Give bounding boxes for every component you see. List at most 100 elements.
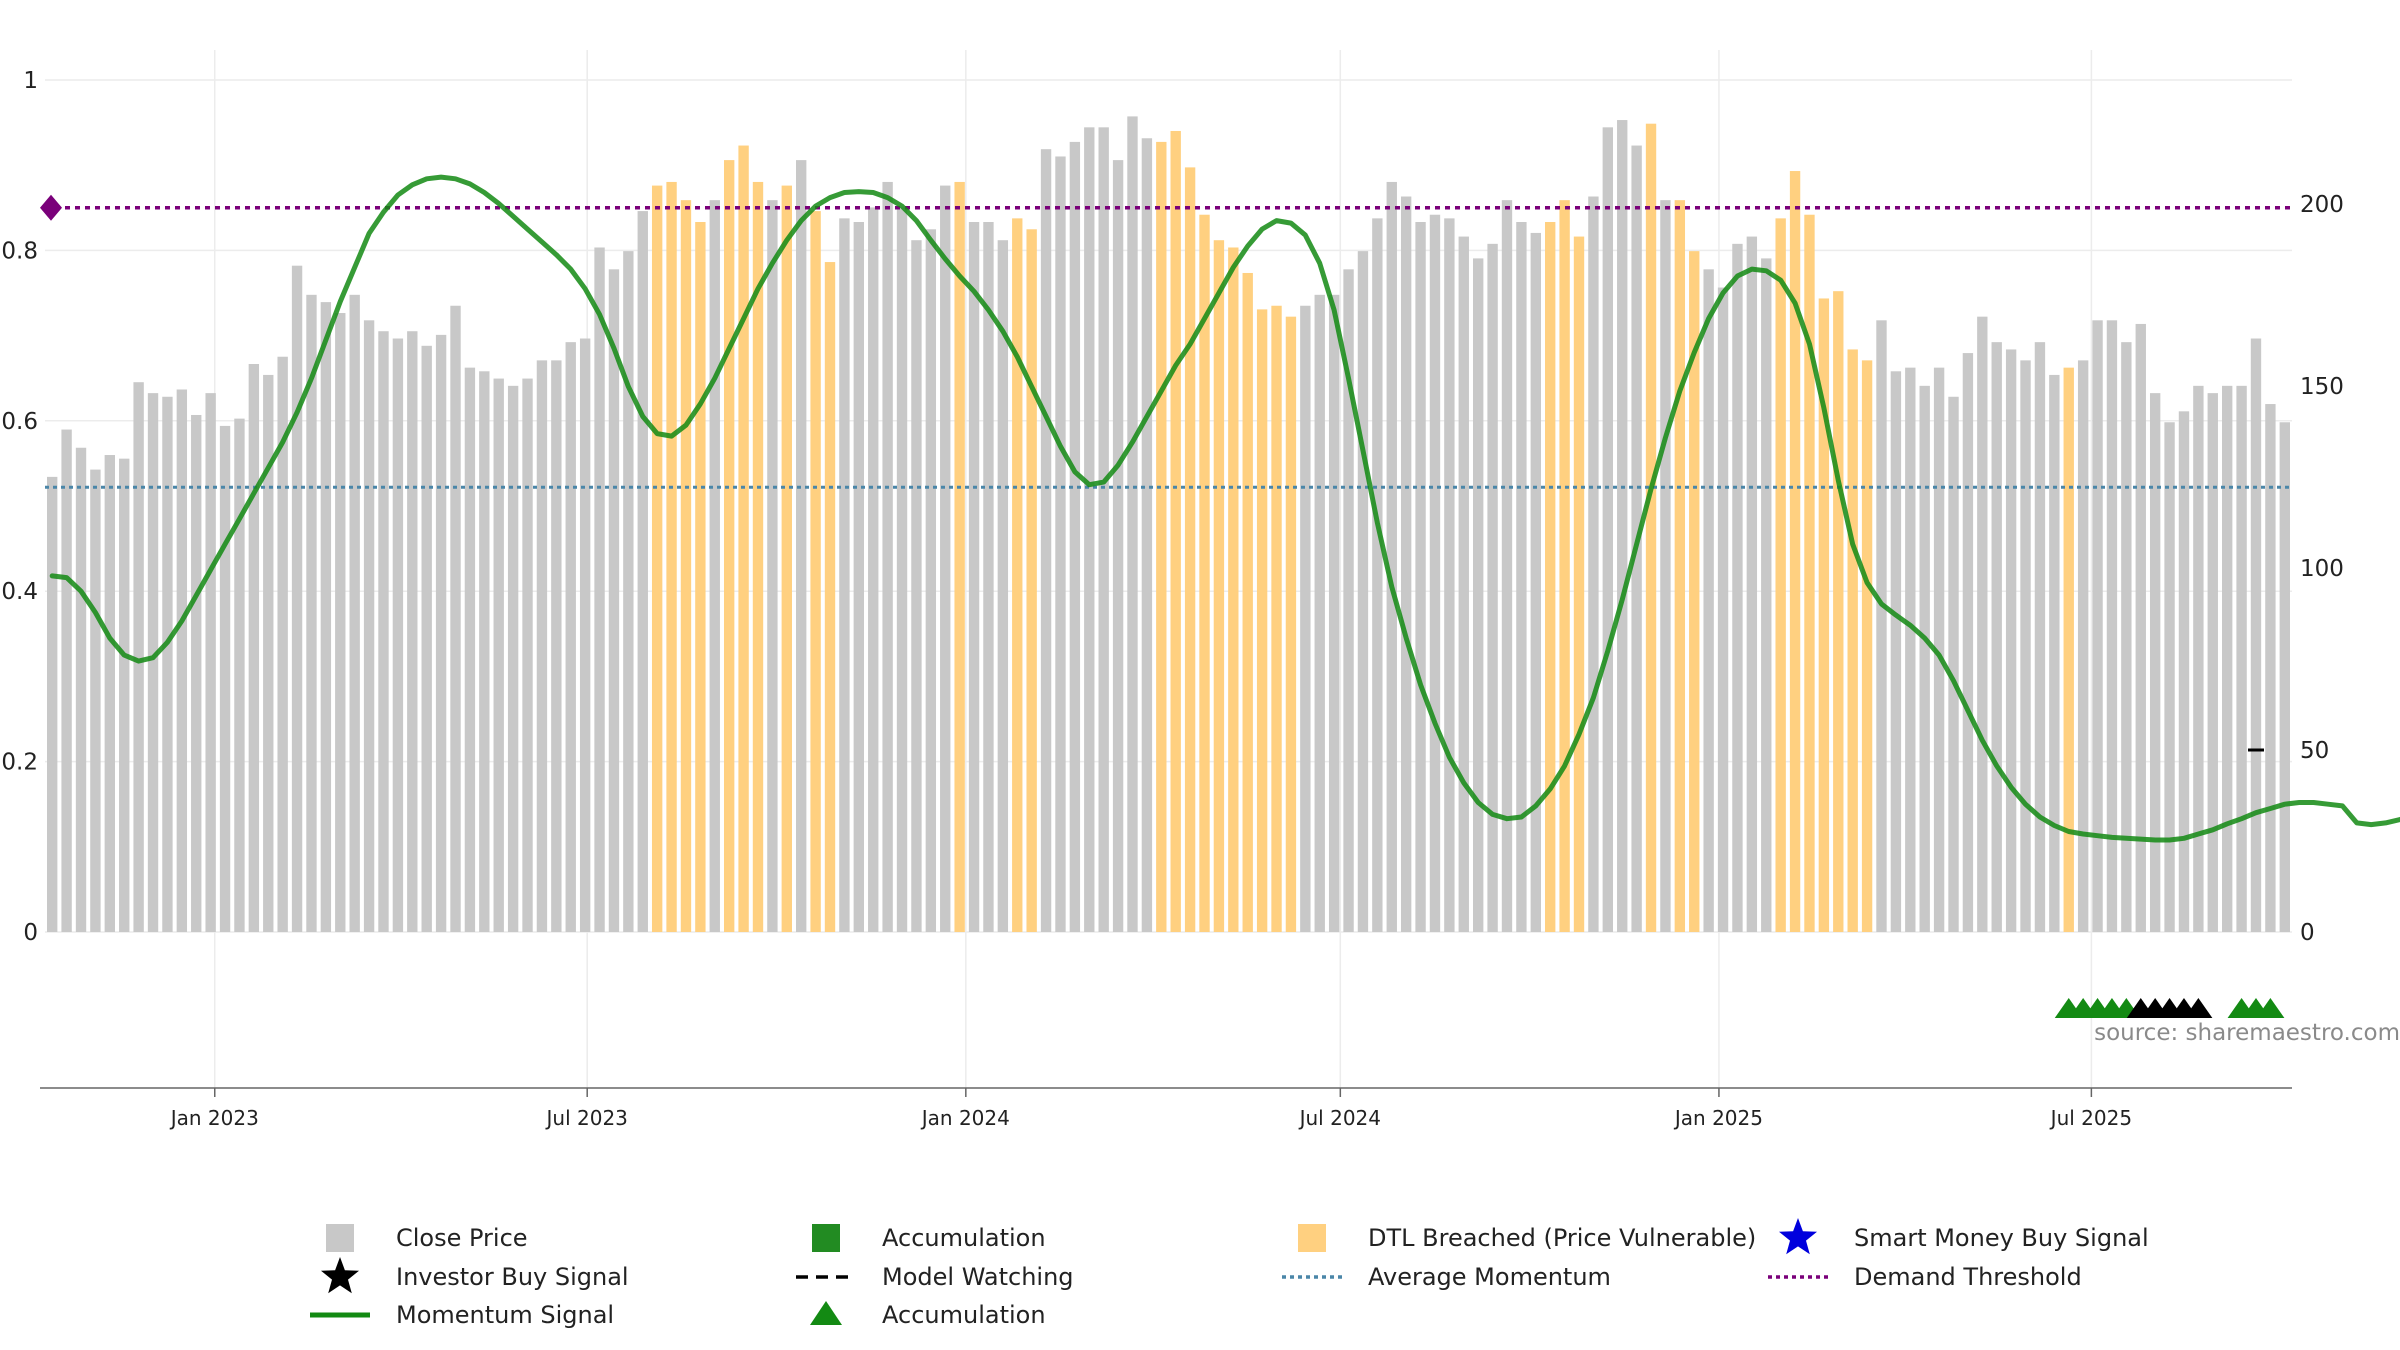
close-price-bar xyxy=(2020,360,2031,932)
close-price-bar xyxy=(1141,138,1153,932)
close-price-bar xyxy=(1127,116,1138,932)
grid-lines xyxy=(45,50,2292,1088)
close-price-bar xyxy=(2236,385,2247,932)
close-price-bar xyxy=(1213,240,1225,932)
legend-square-icon xyxy=(326,1224,354,1252)
close-price-bar xyxy=(450,305,461,932)
close-price-bar xyxy=(1761,258,1772,932)
left-tick-label: 1 xyxy=(23,68,38,94)
right-tick-label: 0 xyxy=(2300,920,2315,946)
legend-label: Smart Money Buy Signal xyxy=(1854,1224,2149,1252)
close-price-bar xyxy=(1487,243,1498,932)
legend-square-icon xyxy=(1298,1224,1326,1252)
x-tick-label: Jul 2024 xyxy=(1298,1106,1381,1130)
close-price-bar xyxy=(1271,305,1282,932)
close-price-bar xyxy=(940,185,951,933)
close-price-bar xyxy=(839,218,850,932)
close-price-bar xyxy=(1300,305,1311,932)
close-price-bar xyxy=(378,331,389,932)
close-price-bar xyxy=(565,342,576,933)
x-tick-label: Jul 2025 xyxy=(2049,1106,2132,1130)
close-price-bar xyxy=(1084,127,1095,933)
close-price-bar xyxy=(1602,127,1614,933)
close-price-bar xyxy=(608,269,620,932)
close-price-bar xyxy=(1040,149,1052,932)
x-tick-label: Jan 2024 xyxy=(920,1106,1010,1130)
close-price-bar xyxy=(363,320,375,932)
left-tick-label: 0.2 xyxy=(1,750,38,776)
close-price-bar xyxy=(738,145,749,933)
close-price-bar xyxy=(1055,156,1066,932)
close-price-bar xyxy=(291,265,303,932)
close-price-bar xyxy=(1804,214,1815,932)
close-price-bar xyxy=(61,429,72,932)
close-price-bar xyxy=(767,200,778,933)
legend-item: Investor Buy Signal xyxy=(321,1257,629,1294)
close-price-bar xyxy=(1069,141,1081,932)
close-price-bar xyxy=(1170,130,1181,932)
close-price-bar xyxy=(2279,422,2290,932)
close-price-bar xyxy=(2193,385,2204,932)
close-price-bar xyxy=(1472,258,1484,932)
close-price-bar xyxy=(162,396,173,932)
legend-label: Model Watching xyxy=(882,1263,1074,1291)
right-tick-label: 50 xyxy=(2300,738,2329,764)
close-price-bar xyxy=(680,200,692,933)
legend-item: Accumulation xyxy=(812,1224,1046,1252)
close-price-bar xyxy=(1372,218,1383,932)
close-price-bar xyxy=(392,338,404,932)
legend-item: Smart Money Buy Signal xyxy=(1779,1218,2149,1255)
close-price-bar xyxy=(1400,196,1412,932)
close-price-bar xyxy=(248,364,260,932)
close-price-bar xyxy=(1343,269,1354,932)
legend-label: Momentum Signal xyxy=(396,1301,614,1329)
close-price-bar xyxy=(1818,298,1830,932)
close-price-bar xyxy=(493,378,504,933)
legend-label: Demand Threshold xyxy=(1854,1263,2082,1291)
close-price-bar xyxy=(435,334,447,932)
close-price-bar xyxy=(868,207,879,932)
close-price-bar xyxy=(1112,160,1124,933)
left-tick-label: 0.6 xyxy=(1,409,38,435)
close-price-bar xyxy=(954,181,965,932)
close-price-bar xyxy=(579,338,591,932)
close-price-bar xyxy=(464,367,476,933)
close-price-bar xyxy=(104,455,116,932)
close-price-bar xyxy=(1444,218,1455,932)
close-price-bar xyxy=(997,240,1009,932)
close-price-bar xyxy=(637,211,648,933)
legend-label: Close Price xyxy=(396,1224,528,1252)
close-price-bar xyxy=(1919,385,1930,932)
close-price-bar xyxy=(1933,367,1945,933)
momentum-signal-line xyxy=(49,174,2400,843)
close-price-bar xyxy=(695,222,706,932)
close-price-bar xyxy=(75,447,87,932)
close-price-bar xyxy=(1847,349,1858,932)
close-price-bar xyxy=(1732,243,1743,932)
close-price-bar xyxy=(1789,171,1801,932)
close-price-bar xyxy=(911,240,922,932)
close-price-bar xyxy=(1530,232,1541,932)
close-price-bar xyxy=(983,222,994,932)
close-price-bar xyxy=(2207,393,2218,933)
chart-axes: Jan 2023 Jul 2023 Jan 2024 Jul 2024 Jan 2025… xyxy=(1,68,2343,1130)
close-price-bar xyxy=(277,356,288,932)
close-price-bar xyxy=(1703,269,1714,932)
close-price-bar xyxy=(2178,411,2190,932)
left-tick-label: 0.8 xyxy=(1,238,38,264)
close-price-bar xyxy=(2164,422,2175,932)
close-price-bar xyxy=(896,207,908,932)
legend-item: Close Price xyxy=(326,1224,528,1252)
investor-buy-triangle xyxy=(2184,998,2213,1018)
close-price-bar xyxy=(1242,272,1253,932)
close-price-bar xyxy=(1285,316,1297,933)
close-price-bar xyxy=(651,185,663,933)
close-price-bar xyxy=(90,469,101,932)
close-price-bar xyxy=(1501,200,1513,933)
close-price-bar xyxy=(536,360,548,932)
close-price-bar xyxy=(421,345,432,932)
close-price-bar xyxy=(1516,222,1527,932)
close-price-bar xyxy=(119,458,130,932)
close-price-bar xyxy=(522,378,533,933)
